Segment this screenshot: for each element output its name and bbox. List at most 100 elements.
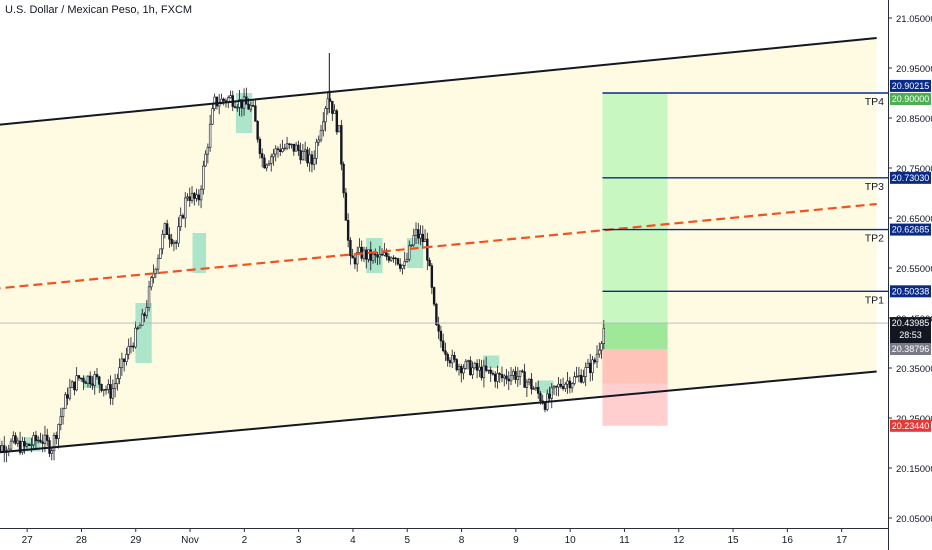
candle-body: [552, 385, 556, 389]
candle-body: [132, 345, 135, 348]
candle-body: [16, 440, 20, 444]
candle-body: [521, 370, 524, 373]
candle-body: [206, 146, 210, 155]
candle-body: [270, 156, 273, 164]
candle-body: [505, 375, 508, 380]
candle-body: [118, 367, 121, 380]
highlight-layer: [24, 93, 554, 452]
candle-body: [494, 373, 497, 382]
target-zone: [602, 93, 668, 350]
countdown-label: 28:53: [899, 330, 922, 340]
candle-body: [591, 359, 594, 374]
candle-body: [43, 434, 47, 444]
candle-body: [122, 358, 126, 362]
price-tag-label: 20.90000: [892, 94, 930, 104]
candle-body: [317, 139, 320, 143]
candle-body: [437, 324, 440, 332]
price-tag: [890, 285, 931, 298]
candle-body: [229, 95, 232, 98]
y-tick-label: 20.05000: [896, 514, 932, 525]
y-tick-label: 20.35000: [896, 364, 932, 375]
candle-body: [283, 147, 286, 150]
stop-zone-upper: [602, 349, 668, 384]
candle-body: [414, 229, 418, 236]
price-tag-label: 20.43985: [892, 318, 930, 328]
x-tick-label: 15: [727, 535, 739, 546]
candle-body: [462, 368, 465, 374]
candle-body: [419, 233, 422, 239]
y-tick-label: 20.95000: [896, 64, 932, 75]
candle-body: [358, 246, 361, 253]
candle-body: [184, 197, 187, 219]
candle-body: [403, 261, 406, 266]
candle-body: [471, 367, 474, 376]
candle-body: [319, 129, 323, 141]
candle-body: [297, 144, 300, 151]
price-tag: [890, 79, 931, 92]
candle-body: [154, 268, 158, 274]
candle-body: [469, 360, 472, 376]
candle-body: [516, 376, 520, 380]
candle-body: [595, 353, 599, 363]
candle-body: [102, 388, 105, 391]
candle-body: [109, 384, 112, 399]
x-tick-label: 16: [782, 535, 794, 546]
channel-midline: [0, 202, 877, 290]
candle-body: [55, 434, 58, 439]
channel-upper-line: [0, 37, 877, 126]
candle-body: [138, 325, 142, 329]
candle-body: [21, 441, 24, 453]
candle-body: [188, 196, 191, 201]
candle-body: [18, 440, 22, 453]
position-layer: [602, 93, 668, 426]
candle-body: [550, 387, 553, 399]
candle-body: [417, 229, 420, 239]
highlight-zone: [482, 355, 500, 368]
candle-body: [202, 165, 205, 190]
candle-body: [170, 238, 173, 245]
candle-body: [346, 220, 350, 241]
candle-body: [543, 403, 547, 410]
candle-body: [288, 143, 291, 145]
candle-body: [405, 258, 409, 262]
candle-body: [564, 383, 567, 389]
candle-body: [432, 287, 436, 305]
candle-body: [355, 252, 359, 265]
candle-body: [306, 149, 309, 164]
x-tick-label: 3: [296, 535, 302, 546]
x-tick-label: 5: [404, 535, 410, 546]
candle-body: [598, 349, 601, 355]
candle-body: [134, 327, 137, 348]
candle-body: [238, 99, 241, 108]
candle-body: [281, 148, 284, 152]
candle-body: [324, 108, 327, 123]
candle-body: [473, 363, 477, 369]
tp-label-tp4: TP4: [865, 96, 884, 108]
candle-body: [217, 103, 221, 107]
y-tick-label: 20.65000: [896, 214, 932, 225]
candle-body: [448, 360, 452, 364]
candle-body: [507, 378, 510, 382]
candle-body: [98, 376, 101, 385]
candle-body: [111, 388, 115, 399]
candle-body: [301, 151, 305, 161]
candle-body: [86, 375, 90, 384]
x-tick-label: 12: [673, 535, 685, 546]
candle-body: [503, 375, 506, 379]
candle-body: [159, 248, 162, 259]
candle-body: [199, 188, 203, 201]
candle-body: [374, 253, 377, 256]
candle-body: [401, 265, 404, 269]
price-tag-label: 20.38796: [892, 344, 930, 354]
candle-body: [466, 360, 470, 362]
candle-body: [30, 444, 33, 446]
price-tag: [890, 223, 931, 236]
x-tick-label: 29: [130, 535, 142, 546]
candle-body: [439, 330, 443, 342]
candle-body: [66, 394, 69, 399]
candle-body: [27, 443, 31, 446]
candle-body: [79, 377, 83, 380]
candle-body: [303, 149, 307, 152]
